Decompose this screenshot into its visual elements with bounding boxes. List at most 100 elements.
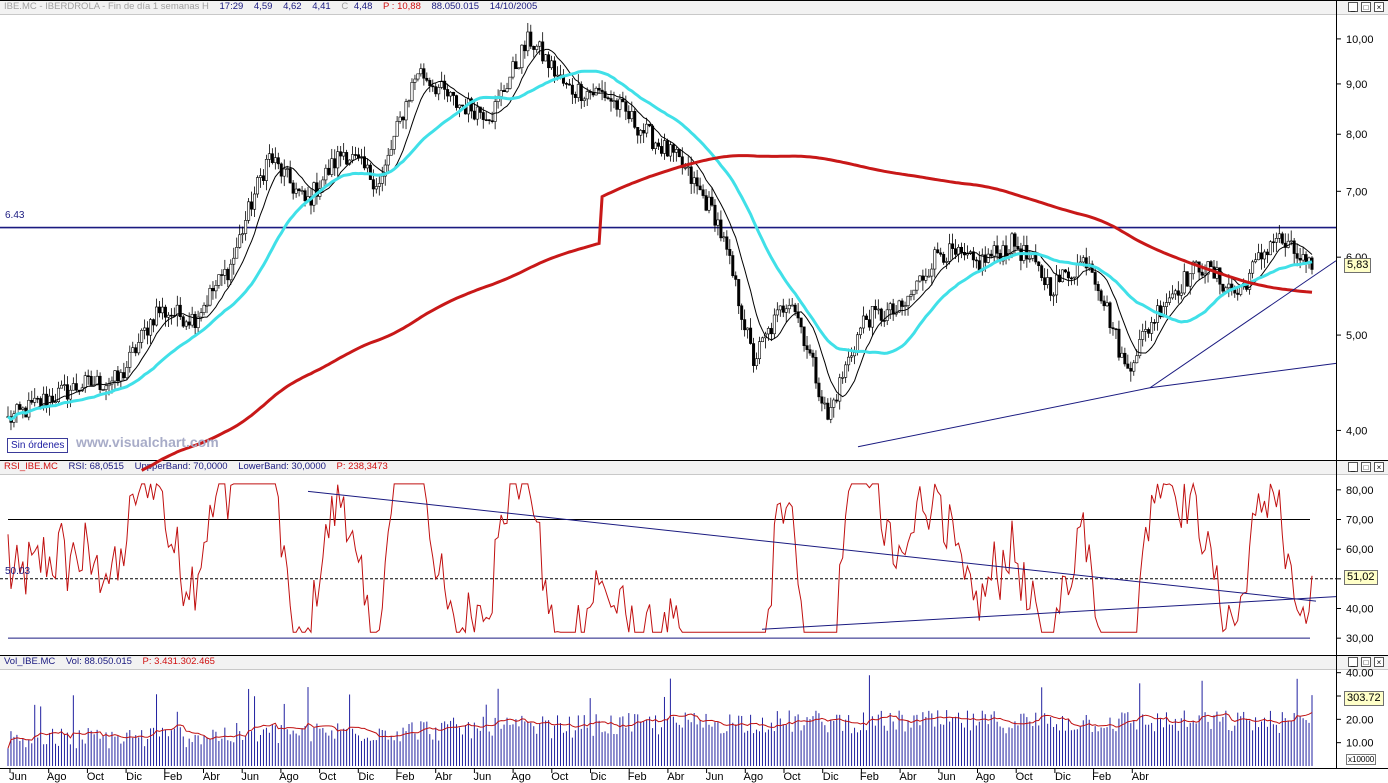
candle-body <box>648 123 652 127</box>
vol-ytick-label: 10.00 <box>1346 738 1374 750</box>
candle-body <box>499 90 503 97</box>
rsi-axis-line <box>1336 461 1337 655</box>
xtick-label: Jun <box>241 771 259 783</box>
candle-body <box>377 183 381 187</box>
candle-body <box>802 326 806 346</box>
xtick-label: Oct <box>319 771 336 783</box>
candle-body <box>624 101 628 112</box>
p-value: P : 10,88 <box>383 1 421 12</box>
candle-body <box>799 317 803 328</box>
candle-body <box>573 94 577 98</box>
minimize-button[interactable]: _ <box>1348 2 1358 12</box>
candle-body <box>1069 277 1073 280</box>
rsi-close-button[interactable]: × <box>1374 462 1384 472</box>
candle-body <box>1295 253 1299 259</box>
xtick-label: Dic <box>823 771 839 783</box>
vol-close-button[interactable]: × <box>1374 657 1384 667</box>
candle-body <box>475 106 479 120</box>
candle-body <box>930 268 934 277</box>
candle-body <box>1120 352 1124 358</box>
candle-body <box>538 41 542 47</box>
xtick-label: Dic <box>126 771 142 783</box>
price-header: IBE.MC - IBERDROLA - Fin de día 1 semana… <box>0 1 1388 15</box>
rsi-maximize-button[interactable]: □ <box>1361 462 1371 472</box>
rsi-ytick-label: 80,00 <box>1346 485 1374 497</box>
candle-body <box>256 177 260 195</box>
candle-body <box>823 402 827 405</box>
close-button[interactable]: × <box>1374 2 1384 12</box>
candle-body <box>1167 297 1171 303</box>
candle-body <box>924 275 928 281</box>
candle-body <box>710 196 714 206</box>
candle-body <box>737 279 741 307</box>
candle-body <box>119 372 123 382</box>
rsi-label: RSI_IBE.MC <box>4 461 58 472</box>
candle-body <box>264 159 268 181</box>
maximize-button[interactable]: □ <box>1361 2 1371 12</box>
candle-body <box>443 80 447 90</box>
orders-button[interactable]: Sin órdenes <box>7 438 69 453</box>
candle-body <box>449 91 453 97</box>
candle-body <box>674 149 678 153</box>
candle-body <box>217 274 221 286</box>
candle-body <box>149 319 153 336</box>
candle-body <box>291 182 295 194</box>
candle-body <box>1084 257 1088 269</box>
watermark: www.visualchart.com <box>76 434 219 450</box>
xtick-label: Oct <box>783 771 800 783</box>
rsi-trendline-down <box>307 490 1317 602</box>
candle-body <box>166 314 170 318</box>
candle-body <box>841 377 845 379</box>
candle-body <box>1058 274 1062 283</box>
price-axis-line <box>1336 1 1337 460</box>
candle-body <box>579 84 583 102</box>
candle-body <box>190 313 194 326</box>
candle-body <box>585 91 589 100</box>
rsi-minimize-button[interactable]: _ <box>1348 462 1358 472</box>
candle-body <box>54 401 58 403</box>
candle-body <box>891 303 895 315</box>
candle-body <box>1040 265 1044 279</box>
x-axis <box>0 768 1388 783</box>
xtick-label: Feb <box>860 771 879 783</box>
price-window-buttons: _ □ × <box>1348 2 1384 12</box>
vol-label: Vol_IBE.MC <box>4 656 56 667</box>
candle-body <box>1144 329 1148 332</box>
candle-body <box>392 135 396 150</box>
candle-body <box>502 90 506 92</box>
candle-body <box>267 153 271 160</box>
candle-body <box>253 193 257 210</box>
candle-body <box>665 140 669 157</box>
candle-body <box>820 396 824 404</box>
candle-body <box>143 327 147 331</box>
vol-minimize-button[interactable]: _ <box>1348 657 1358 667</box>
candle-body <box>769 328 773 335</box>
candle-body <box>621 98 625 103</box>
candle-body <box>942 254 946 263</box>
xtick-label: Ago <box>511 771 531 783</box>
vol-window-buttons: _ □ × <box>1348 657 1384 667</box>
candle-body <box>838 377 842 402</box>
candle-body <box>859 327 863 336</box>
candle-body <box>876 308 880 311</box>
vol-maximize-button[interactable]: □ <box>1361 657 1371 667</box>
vol-last-badge: 303.72 <box>1344 691 1384 706</box>
candle-body <box>1016 246 1020 250</box>
candle-body <box>1191 261 1195 275</box>
candle-body <box>612 100 616 102</box>
vol-header: Vol_IBE.MC Vol: 88.050.015 P: 3.431.302.… <box>0 656 1388 670</box>
candle-body <box>695 177 699 187</box>
candle-body <box>1102 300 1106 307</box>
candle-body <box>686 166 690 169</box>
candle-body <box>333 158 337 169</box>
candle-body <box>258 175 262 178</box>
price-ytick-label: 8,00 <box>1346 129 1367 141</box>
candle-body <box>879 308 883 321</box>
candle-body <box>455 95 459 108</box>
candle-body <box>214 285 218 292</box>
candle-body <box>1254 259 1258 263</box>
candle-body <box>1034 254 1038 263</box>
price-level-label: 6.43 <box>5 210 25 221</box>
candle-body <box>707 196 711 211</box>
candle-body <box>104 385 108 390</box>
